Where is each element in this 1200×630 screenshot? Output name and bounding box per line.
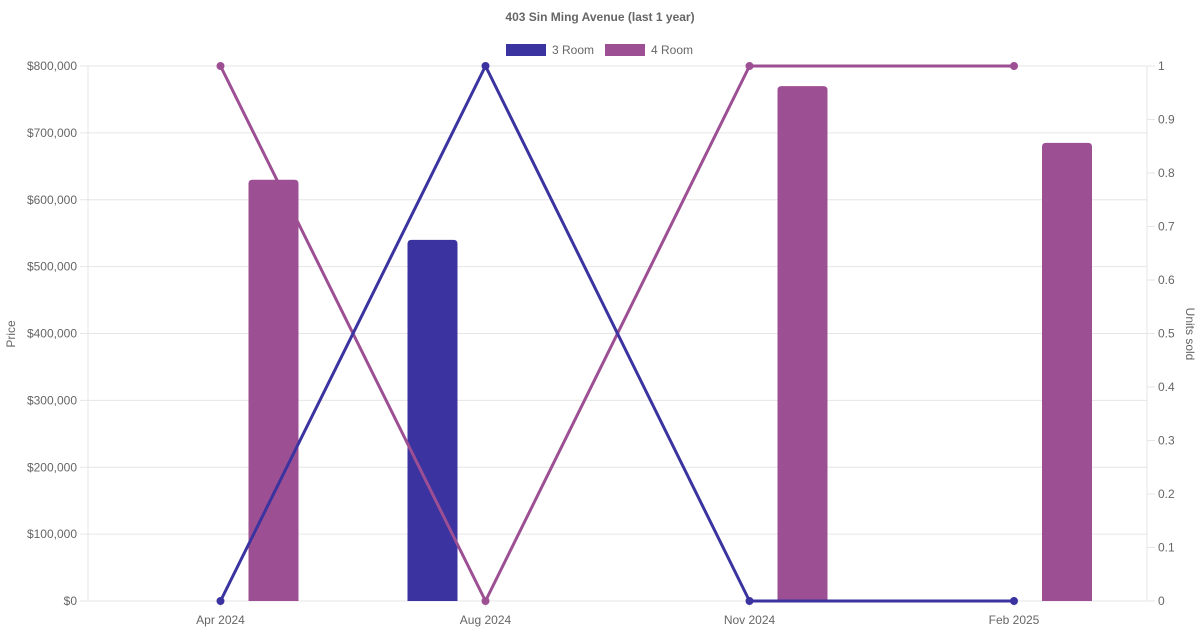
y-axis-left-ticks: $0 $100,000 $200,000 $300,000 $400,000 $500,0…	[27, 59, 88, 608]
y-right-tick-label: 1	[1158, 59, 1165, 73]
lines	[216, 62, 1018, 605]
legend-item-3-room[interactable]: 3 Room	[506, 43, 594, 57]
x-tick-label: Apr 2024	[196, 613, 245, 627]
point-4-room	[745, 62, 754, 70]
bar-4-room	[1042, 142, 1092, 601]
point-4-room	[1010, 62, 1018, 70]
y-right-tick-label: 0.4	[1158, 380, 1175, 394]
y-axis-right-ticks: 0 0.1 0.2 0.3 0.4 0.5 0.6 0.7 0.8 0.9 1	[1147, 59, 1175, 608]
bar-4-room	[248, 179, 299, 601]
legend-item-4-room[interactable]: 4 Room	[605, 43, 693, 57]
y-left-tick-label: $700,000	[27, 126, 77, 140]
legend-label-3-room: 3 Room	[552, 43, 594, 57]
point-3-room	[481, 62, 490, 70]
y-right-tick-label: 0.2	[1158, 487, 1175, 501]
y-right-tick-label: 0	[1158, 594, 1165, 608]
y-left-tick-label: $800,000	[27, 59, 77, 73]
x-tick-label: Nov 2024	[724, 613, 776, 627]
point-3-room	[1010, 597, 1018, 605]
legend: 3 Room 4 Room	[506, 43, 693, 57]
bars	[248, 86, 1092, 601]
y-right-tick-label: 0.3	[1158, 434, 1175, 448]
y-left-tick-label: $300,000	[27, 393, 77, 407]
point-3-room	[216, 597, 225, 605]
y-right-tick-label: 0.8	[1158, 166, 1175, 180]
bar-4-room	[777, 86, 828, 601]
y-axis-right-title: Units sold	[1183, 308, 1197, 361]
point-3-room	[745, 597, 754, 605]
y-left-tick-label: $500,000	[27, 260, 77, 274]
y-left-tick-label: $400,000	[27, 327, 77, 341]
legend-label-4-room: 4 Room	[651, 43, 693, 57]
x-tick-label: Aug 2024	[460, 613, 512, 627]
bar-3-room	[407, 239, 458, 601]
point-4-room	[481, 597, 490, 605]
x-tick-label: Feb 2025	[989, 613, 1040, 627]
y-right-tick-label: 0.1	[1158, 541, 1175, 555]
y-right-tick-label: 0.9	[1158, 113, 1175, 127]
y-right-tick-label: 0.5	[1158, 327, 1175, 341]
point-4-room	[216, 62, 225, 70]
y-axis-left-title: Price	[4, 320, 18, 348]
legend-swatch-3-room	[506, 44, 546, 56]
y-right-tick-label: 0.6	[1158, 273, 1175, 287]
y-left-tick-label: $100,000	[27, 527, 77, 541]
y-right-tick-label: 0.7	[1158, 220, 1175, 234]
line-3-room	[219, 64, 1014, 603]
chart-title: 403 Sin Ming Avenue (last 1 year)	[505, 10, 694, 24]
y-left-tick-label: $200,000	[27, 460, 77, 474]
y-left-tick-label: $600,000	[27, 193, 77, 207]
y-left-tick-label: $0	[64, 594, 78, 608]
x-axis-ticks: Apr 2024 Aug 2024 Nov 2024 Feb 2025	[196, 601, 1040, 627]
legend-swatch-4-room	[605, 44, 645, 56]
